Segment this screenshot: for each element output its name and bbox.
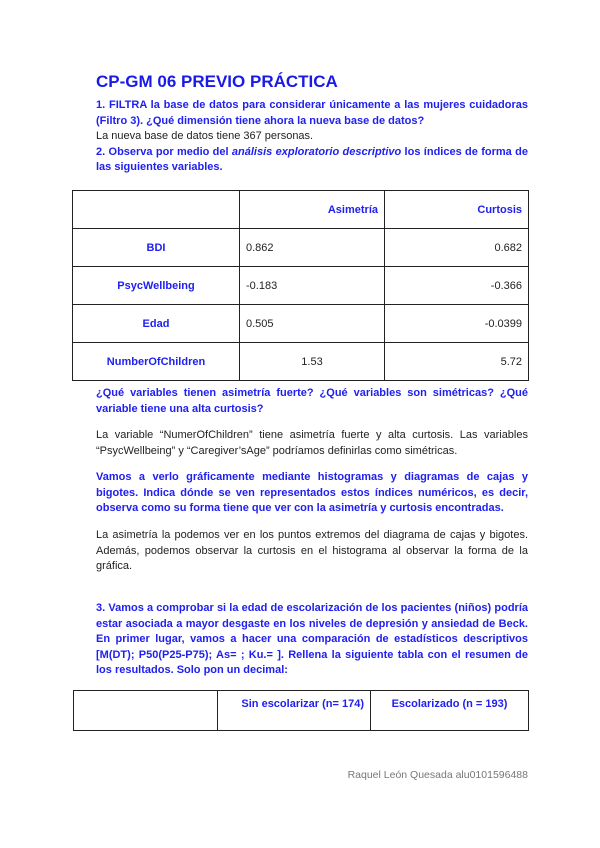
question-2b: ¿Qué variables tienen asimetría fuerte? … <box>96 386 528 417</box>
footer-author: Raquel León Quesada alu0101596488 <box>347 769 528 781</box>
question-2c-text: Vamos a verlo gráficamente mediante hist… <box>96 471 528 514</box>
question-1: 1. FILTRA la base de datos para consider… <box>96 99 528 127</box>
question-3-text: 3. Vamos a comprobar si la edad de escol… <box>96 602 528 676</box>
header-cell: Escolarizado (n = 193) <box>370 690 529 731</box>
q2-emphasis: análisis exploratorio descriptivo <box>231 145 402 158</box>
descriptives-table: Sin escolarizar (n= 174) Escolarizado (n… <box>73 690 529 731</box>
question-2: 2. Observa por medio del análisis explor… <box>96 145 528 176</box>
table-row: Edad 0.505 -0.0399 <box>72 304 529 343</box>
page-title: CP-GM 06 PREVIO PRÁCTICA <box>96 72 338 91</box>
cell: 0.505 <box>239 304 385 343</box>
cell: -0.183 <box>239 266 385 305</box>
row-label: NumberOfChildren <box>72 342 240 381</box>
table-row: NumberOfChildren 1.53 5.72 <box>72 342 529 381</box>
answer-2c: La asimetría la podemos ver en los punto… <box>96 529 528 572</box>
answer-2b: La variable “NumerOfChildren” tiene asim… <box>96 429 528 457</box>
table-row: PsycWellbeing -0.183 -0.366 <box>72 266 529 305</box>
header-cell: Sin escolarizar (n= 174) <box>217 690 371 731</box>
header-cell: Asimetría <box>239 190 385 229</box>
answer-1: La nueva base de datos tiene 367 persona… <box>96 130 314 142</box>
question-2b-text: ¿Qué variables tienen asimetría fuerte? … <box>96 387 528 415</box>
table-header-row: Sin escolarizar (n= 174) Escolarizado (n… <box>73 690 529 731</box>
row-label: BDI <box>72 228 240 267</box>
shape-indices-table: Asimetría Curtosis BDI 0.862 0.682 PsycWel… <box>72 190 529 381</box>
question-3: 3. Vamos a comprobar si la edad de escol… <box>96 601 528 679</box>
row-label: Edad <box>72 304 240 343</box>
question-2c: Vamos a verlo gráficamente mediante hist… <box>96 470 528 517</box>
q2-text-end: los índices de forma de las siguientes v… <box>96 145 528 174</box>
cell: -0.0399 <box>384 304 529 343</box>
table-row: BDI 0.862 0.682 <box>72 228 529 267</box>
header-cell <box>72 190 240 229</box>
cell: 0.862 <box>239 228 385 267</box>
cell: -0.366 <box>384 266 529 305</box>
cell: 1.53 <box>239 342 385 381</box>
q2-text: 2. Observa por medio del <box>96 145 232 158</box>
row-label: PsycWellbeing <box>72 266 240 305</box>
question-1-block: 1. FILTRA la base de datos para consider… <box>96 98 528 176</box>
cell: 0.682 <box>384 228 529 267</box>
header-cell <box>73 690 218 731</box>
table-header-row: Asimetría Curtosis <box>72 190 529 229</box>
cell: 5.72 <box>384 342 529 381</box>
header-cell: Curtosis <box>384 190 529 229</box>
